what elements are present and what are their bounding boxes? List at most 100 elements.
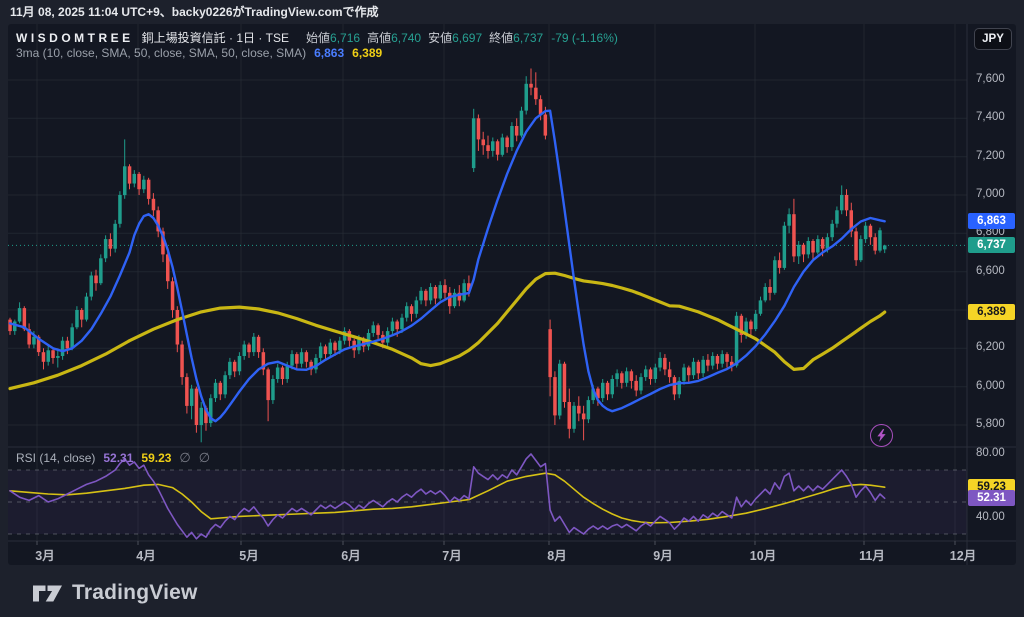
candle-body <box>596 388 600 399</box>
rsi-ma-line <box>9 472 886 524</box>
chart-widget: WISDOMTREE 銅上場投資信託 · 1日 · TSE 始値6,716 高値6,7… <box>8 24 1016 565</box>
candle-body <box>462 283 466 301</box>
candle-body <box>825 237 830 249</box>
candle-body <box>232 361 237 372</box>
candle-body <box>142 179 146 190</box>
candle-body <box>524 83 528 111</box>
symbol-legend-row[interactable]: WISDOMTREE 銅上場投資信託 · 1日 · TSE 始値6,716 高値6,7… <box>16 29 618 46</box>
flash-boost-button[interactable] <box>870 424 893 447</box>
sma10-value: 6,863 <box>314 46 345 60</box>
candle-body <box>505 137 509 148</box>
candle-body <box>663 357 667 370</box>
candle-body <box>457 292 462 301</box>
time-axis-label: 10月 <box>749 549 777 563</box>
candle-body <box>605 382 610 395</box>
candle-body <box>299 352 304 364</box>
candle-body <box>658 357 662 368</box>
candle-body <box>132 173 136 184</box>
candle-body <box>304 352 309 362</box>
symbol-meta: 銅上場投資信託 · 1日 · TSE <box>141 31 290 45</box>
candle-body <box>811 241 815 253</box>
candle-body <box>629 371 634 381</box>
candle-body <box>830 223 834 238</box>
candle-body <box>558 363 562 416</box>
price-tick-label: 6,600 <box>976 264 1005 277</box>
candle-body <box>218 382 223 395</box>
candle-body <box>572 405 576 429</box>
candle-body <box>309 361 313 370</box>
candle-body <box>51 350 55 358</box>
candle-body <box>529 83 533 88</box>
currency-toggle-button[interactable]: JPY <box>974 28 1012 50</box>
time-axis-label: 11月 <box>859 549 885 563</box>
candle-body <box>682 367 686 381</box>
close-value: 6,737 <box>513 31 544 45</box>
price-tick-label: 7,200 <box>976 149 1005 162</box>
candle-body <box>648 369 653 379</box>
rsi-legend-row[interactable]: RSI (14, close) 52.31 59.23 ∅ ∅ <box>16 450 210 466</box>
price-tick-label: 7,400 <box>976 111 1005 124</box>
low-value: 6,697 <box>452 31 483 45</box>
candle-body <box>175 310 180 345</box>
chart-canvas[interactable] <box>8 24 1016 565</box>
candle-body <box>46 350 50 362</box>
time-axis-label: 6月 <box>341 549 361 563</box>
candle-body <box>639 377 643 391</box>
price-tick-label: 7,000 <box>976 188 1005 200</box>
candle-body <box>376 325 380 335</box>
candle-body <box>433 287 438 299</box>
candle-body <box>156 210 160 232</box>
tradingview-logo[interactable]: TradingView <box>32 577 198 609</box>
open-label: 始値 <box>306 31 331 45</box>
candle-body <box>261 352 266 370</box>
candle-body <box>672 377 677 395</box>
high-label: 高値 <box>367 31 392 45</box>
empty-set-icon: ∅ <box>198 450 211 465</box>
rsi-value: 52.31 <box>103 451 134 465</box>
lightning-icon <box>877 429 886 442</box>
candle-body <box>471 118 476 169</box>
price-tick-label: 6,200 <box>976 341 1005 354</box>
candle-body <box>256 336 261 353</box>
candle-body <box>185 377 189 406</box>
candle-body <box>710 356 715 366</box>
rsi-tick-label: 40.00 <box>976 511 1005 523</box>
candle-body <box>8 319 12 332</box>
candle-body <box>730 361 734 366</box>
sma10-line <box>8 109 886 423</box>
candle-body <box>285 365 289 379</box>
candle-body <box>390 321 395 332</box>
candle-body <box>89 275 93 297</box>
sma50-line <box>8 271 887 391</box>
candle-body <box>534 87 538 100</box>
candle-body <box>835 210 839 224</box>
candle-body <box>166 254 170 282</box>
open-value: 6,716 <box>330 31 361 45</box>
candle-body <box>123 166 127 196</box>
price-tick-label: 5,800 <box>976 418 1005 430</box>
candle-body <box>538 99 543 115</box>
candle-body <box>295 354 299 364</box>
candle-body <box>844 195 849 211</box>
candle-body <box>467 283 471 291</box>
candle-body <box>878 230 882 251</box>
candle-body <box>615 373 619 380</box>
candle-body <box>868 225 873 238</box>
candle-body <box>424 290 428 301</box>
candle-body <box>667 369 672 378</box>
candle-body <box>792 214 796 257</box>
candle-body <box>237 356 242 372</box>
ma-legend-row[interactable]: 3ma (10, close, SMA, 50, close, SMA, 50,… <box>16 46 382 60</box>
candle-body <box>553 377 557 416</box>
candle-body <box>624 371 629 383</box>
candle-body <box>739 315 744 335</box>
rsi-band <box>8 470 967 534</box>
candle-body <box>567 402 571 429</box>
close-label: 終値 <box>489 31 514 45</box>
candle-body <box>591 388 595 401</box>
candle-body <box>180 344 184 378</box>
candle-body <box>720 354 724 364</box>
candle-body <box>36 336 41 353</box>
candle-body <box>500 137 505 155</box>
candle-body <box>691 361 696 376</box>
